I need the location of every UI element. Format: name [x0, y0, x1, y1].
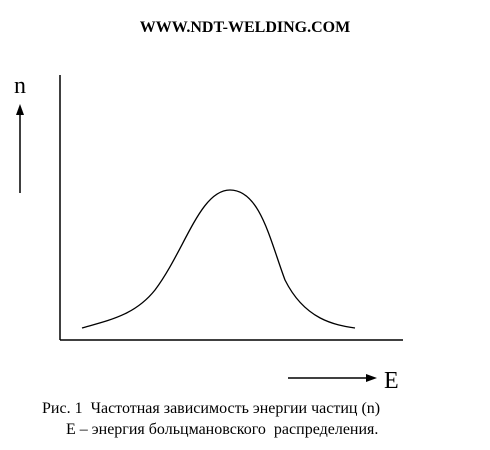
y-arrow-head — [16, 104, 24, 115]
caption-line: Рис. 1 Частотная зависимость энергии час… — [42, 400, 380, 417]
y-axis-label: n — [14, 73, 26, 99]
x-arrow-head — [366, 374, 377, 382]
site-title: WWW.NDT-WELDING.COM — [140, 19, 350, 36]
distribution-curve — [81, 189, 356, 329]
caption-line: E – энергия больцмановского распределени… — [66, 421, 378, 438]
x-axis-label: E — [384, 368, 399, 394]
